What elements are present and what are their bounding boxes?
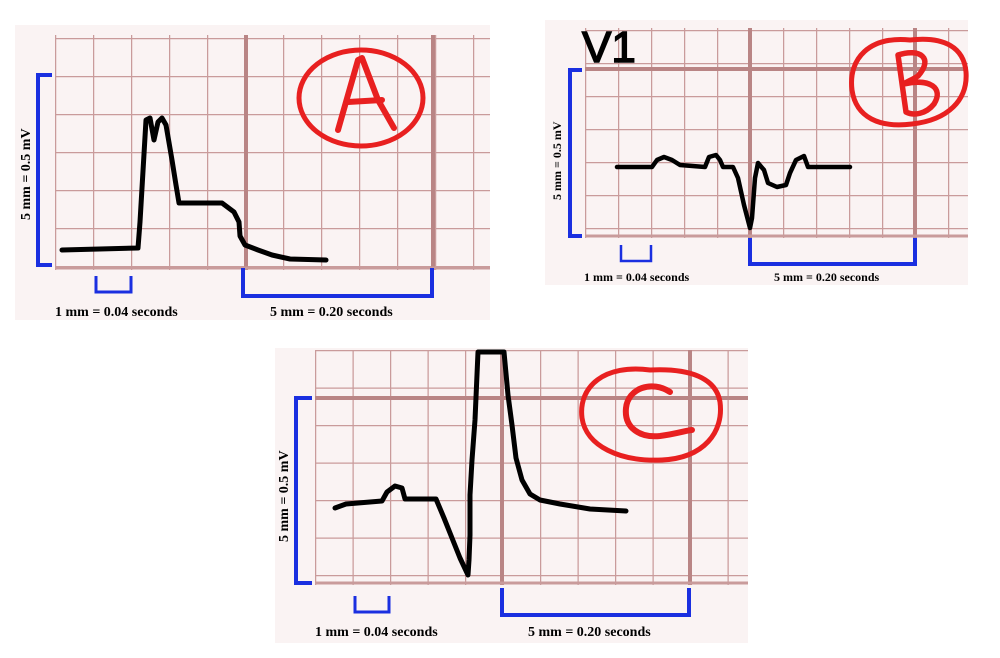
panel-c-annotation-circle — [579, 366, 723, 463]
panel-a-letter-a-shape — [335, 55, 397, 133]
panel-a-large-time-label: 5 mm = 0.20 seconds — [270, 305, 393, 320]
panel-b-voltage-bracket — [568, 68, 582, 238]
panel-b-grid — [585, 28, 968, 238]
panel-c-small-time-bracket — [353, 596, 391, 614]
panel-c-large-time-label: 5 mm = 0.20 seconds — [528, 625, 651, 640]
panel-b-large-time-bracket — [748, 238, 917, 266]
panel-c-voltage-label: 5 mm = 0.5 mV — [277, 450, 292, 542]
panel-a-small-time-label: 1 mm = 0.04 seconds — [55, 305, 178, 320]
panel-b-voltage-label: 5 mm = 0.5 mV — [550, 121, 564, 200]
panel-b: V1 5 mm = 0.5 mV 1 mm = 0.04 seconds 5 m… — [0, 0, 969, 285]
panel-c-grid — [315, 350, 748, 585]
panel-a-voltage-bracket — [36, 73, 52, 267]
panel-a: 5 mm = 0.5 mV 1 mm = 0.04 seconds 5 mm =… — [0, 0, 490, 320]
panel-c-voltage-bracket — [294, 396, 312, 585]
panel-a-voltage-label: 5 mm = 0.5 mV — [19, 128, 34, 220]
panel-b-letter: B — [0, 0, 1, 1]
panel-a-ecg-trace — [59, 115, 329, 263]
panel-c: 5 mm = 0.5 mV 1 mm = 0.04 seconds 5 mm =… — [0, 0, 748, 643]
panel-a-small-time-bracket — [94, 276, 133, 294]
panel-a-large-time-bracket — [241, 268, 434, 298]
panel-b-small-time-bracket — [619, 245, 653, 263]
panel-b-small-time-label: 1 mm = 0.04 seconds — [584, 270, 690, 284]
panel-b-large-time-label: 5 mm = 0.20 seconds — [774, 270, 880, 284]
panel-c-letter: C — [0, 0, 1, 1]
panel-b-ecg-trace — [614, 152, 853, 231]
panel-c-ecg-trace — [332, 349, 629, 578]
panel-b-letter-b-shape — [895, 50, 940, 117]
panel-b-lead-label: V1 — [582, 23, 636, 72]
panel-b-annotation-circle — [849, 36, 969, 128]
panel-a-annotation-circle — [296, 47, 426, 149]
panel-c-large-time-bracket — [500, 588, 691, 617]
panel-a-grid — [55, 35, 490, 270]
panel-c-letter-c-shape — [622, 383, 695, 440]
panel-c-small-time-label: 1 mm = 0.04 seconds — [315, 625, 438, 640]
panel-a-letter: A — [0, 0, 1, 1]
